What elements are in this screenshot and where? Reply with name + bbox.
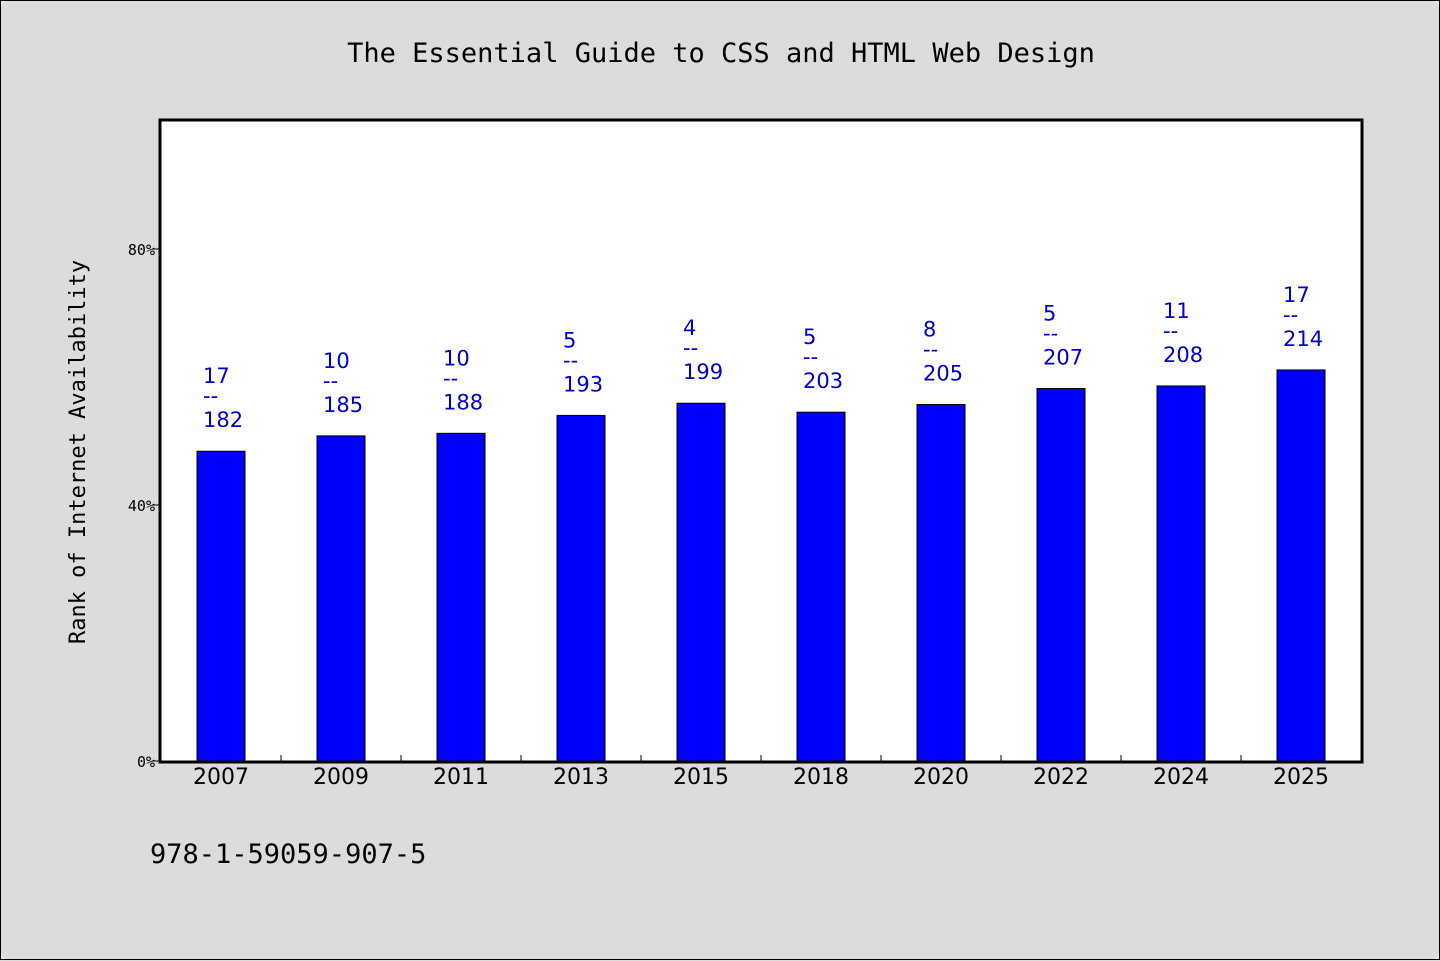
rank-label-2015: 4 (683, 316, 696, 340)
bar-2013 (556, 414, 606, 762)
bar-2024 (1156, 385, 1206, 762)
bar-2025 (1276, 369, 1326, 762)
total-label-2009: 185 (323, 393, 363, 417)
bar-2007 (196, 450, 246, 762)
rank-label-2007: 17 (203, 364, 230, 388)
rank-label-2020: 8 (923, 318, 936, 342)
rank-label-2009: 10 (323, 349, 350, 373)
separator-label-2020: -- (923, 338, 938, 362)
y-tick-label-40%: 40% (128, 497, 155, 515)
separator-label-2009: -- (323, 369, 338, 393)
rank-label-2018: 5 (803, 325, 816, 349)
total-label-2020: 205 (923, 362, 963, 386)
rank-label-2024: 11 (1163, 299, 1190, 323)
separator-label-2018: -- (803, 345, 818, 369)
separator-label-2024: -- (1163, 319, 1178, 343)
chart-title: The Essential Guide to CSS and HTML Web … (347, 38, 1095, 69)
total-label-2024: 208 (1163, 343, 1203, 367)
bar-2015 (676, 402, 726, 762)
rank-label-2022: 5 (1043, 302, 1056, 326)
bar-label-group: 17--18210--18510--1885--1934--1995--2038… (203, 283, 1323, 432)
rank-label-2011: 10 (443, 346, 470, 370)
x-tick-label-2009: 2009 (313, 765, 369, 790)
separator-label-2013: -- (563, 348, 578, 372)
x-tick-label-2007: 2007 (193, 765, 249, 790)
total-label-2025: 214 (1283, 327, 1323, 351)
y-axis-label: Rank of Internet Availability (66, 260, 91, 644)
x-tick-label-2020: 2020 (913, 765, 969, 790)
plot-border (158, 118, 1364, 764)
total-label-2015: 199 (683, 360, 723, 384)
total-label-2011: 188 (443, 390, 483, 414)
bar-2022 (1036, 388, 1086, 762)
bar-group (196, 369, 1326, 762)
y-tick-label-0%: 0% (137, 753, 155, 771)
separator-label-2011: -- (443, 366, 458, 390)
total-label-2022: 207 (1043, 346, 1083, 370)
total-label-2013: 193 (563, 372, 603, 396)
total-label-2018: 203 (803, 369, 843, 393)
bar-2018 (796, 411, 846, 762)
x-axis: 2007 2009 2011 2013 2015 2018 2020 2022 2024 2025 (193, 755, 1329, 790)
y-tick-label-80%: 80% (128, 241, 155, 259)
separator-label-2007: -- (203, 384, 218, 408)
separator-label-2022: -- (1043, 322, 1058, 346)
rank-label-2013: 5 (563, 328, 576, 352)
separator-label-2025: -- (1283, 303, 1298, 327)
bar-2011 (436, 432, 486, 762)
y-axis: 0% 40% 80% (128, 241, 161, 771)
x-tick-label-2025: 2025 (1273, 765, 1329, 790)
x-tick-label-2024: 2024 (1153, 765, 1209, 790)
x-tick-label-2018: 2018 (793, 765, 849, 790)
x-tick-label-2011: 2011 (433, 765, 489, 790)
bar-2009 (316, 435, 366, 762)
isbn-label: 978-1-59059-907-5 (150, 839, 426, 870)
x-tick-label-2015: 2015 (673, 765, 729, 790)
rank-label-2025: 17 (1283, 283, 1310, 307)
x-tick-label-2013: 2013 (553, 765, 609, 790)
total-label-2007: 182 (203, 408, 243, 432)
bar-2020 (916, 404, 966, 762)
x-tick-label-2022: 2022 (1033, 765, 1089, 790)
separator-label-2015: -- (683, 336, 698, 360)
